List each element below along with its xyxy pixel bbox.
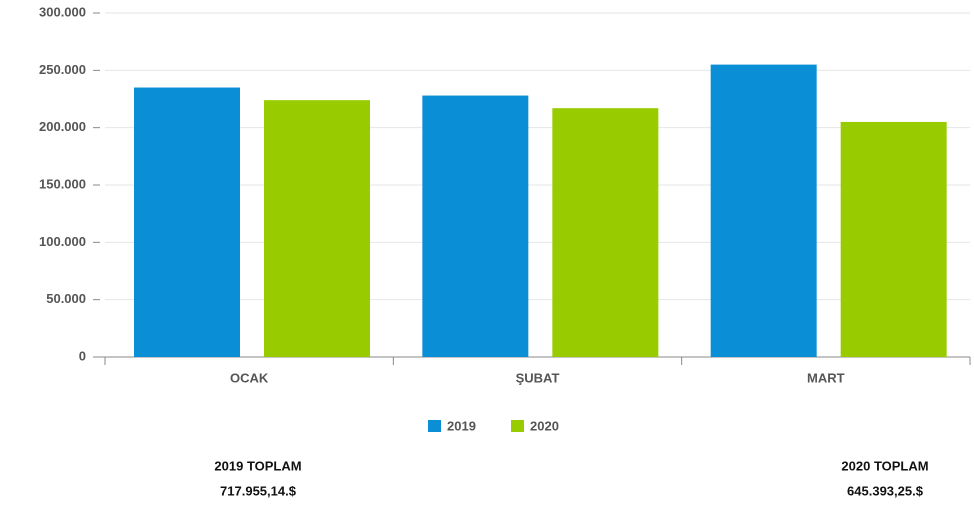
bar	[552, 108, 659, 357]
y-tick-label: 300.000	[39, 4, 86, 19]
y-tick-label: 250.000	[39, 62, 86, 77]
bar	[422, 95, 529, 357]
bar	[840, 121, 947, 357]
legend-label: 2019	[447, 418, 476, 433]
y-tick-label: 50.000	[46, 291, 86, 306]
y-tick-label: 200.000	[39, 119, 86, 134]
bar	[134, 87, 240, 358]
bar	[710, 64, 817, 357]
y-tick-label: 150.000	[39, 176, 86, 191]
total-value: 717.955,14.$	[220, 483, 297, 498]
bar	[264, 100, 370, 357]
y-tick-label: 100.000	[39, 234, 86, 249]
y-tick-label: 0	[79, 348, 86, 363]
legend-label: 2020	[530, 418, 559, 433]
total-title: 2020 TOPLAM	[841, 458, 928, 473]
x-tick-label: MART	[807, 370, 845, 385]
total-value: 645.393,25.$	[847, 483, 924, 498]
legend-swatch	[428, 420, 441, 432]
total-title: 2019 TOPLAM	[214, 458, 301, 473]
x-tick-label: OCAK	[230, 370, 269, 385]
x-tick-label: ŞUBAT	[516, 370, 560, 385]
legend-swatch	[511, 420, 524, 432]
